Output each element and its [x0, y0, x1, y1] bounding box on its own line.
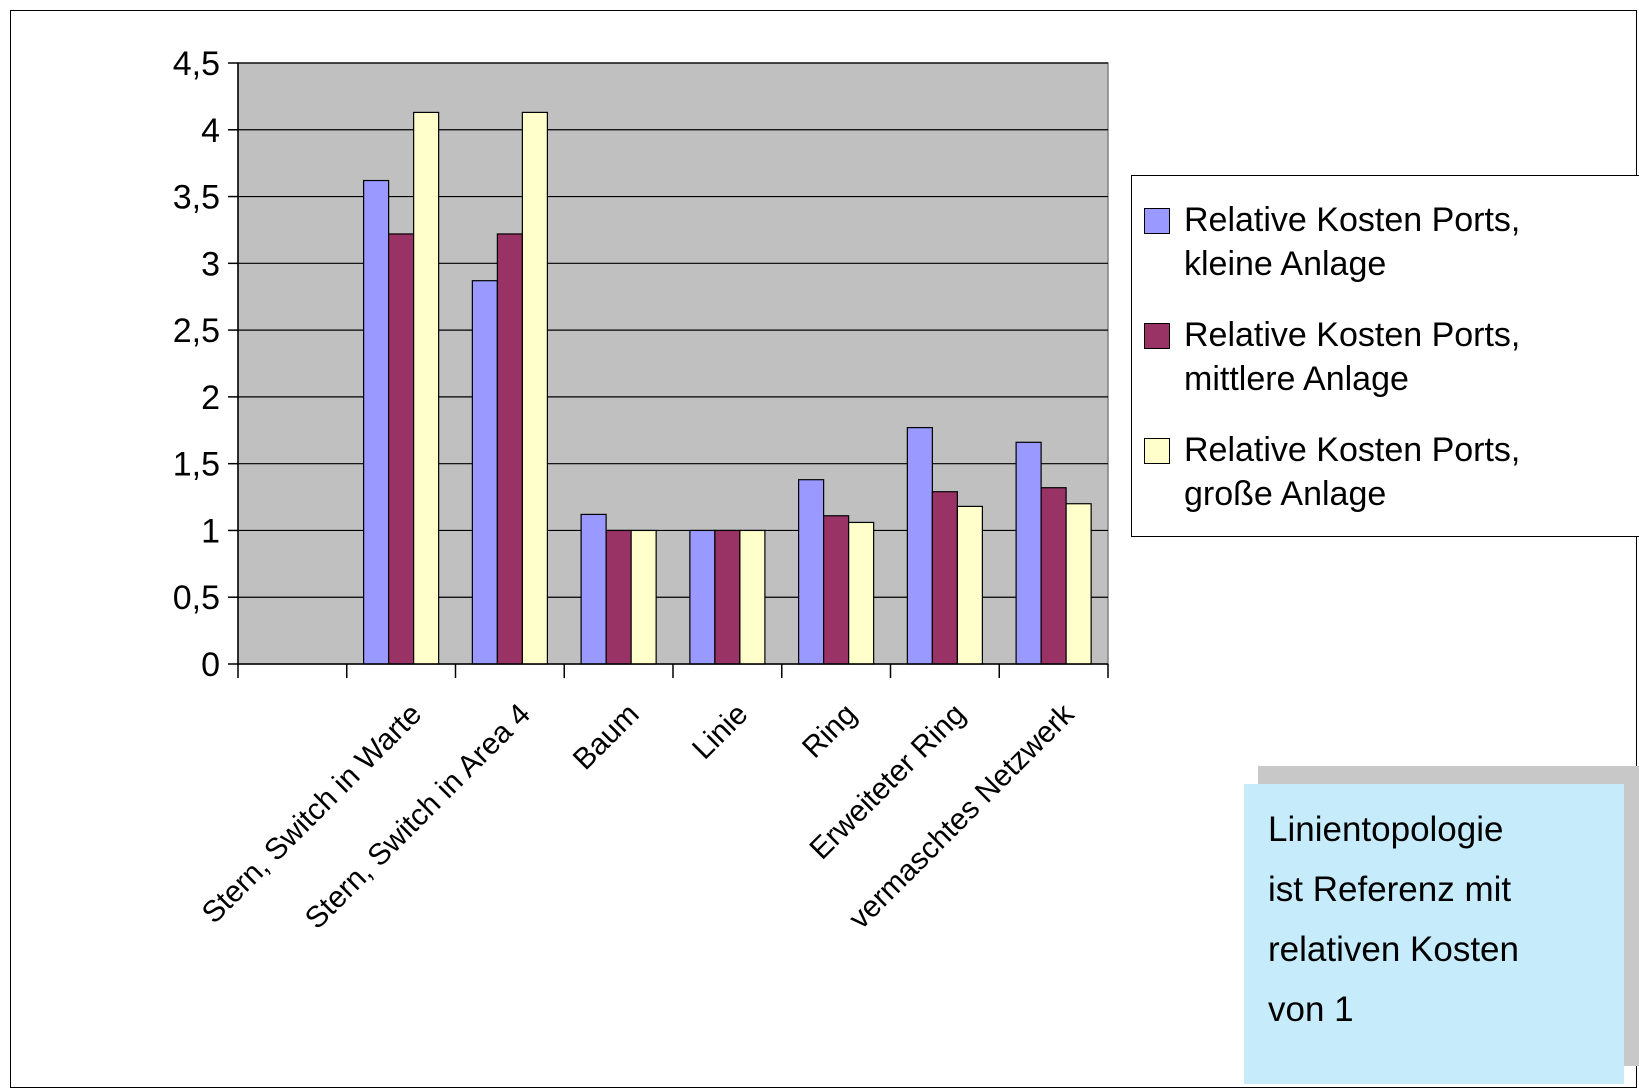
legend-label-grosse-line1: Relative Kosten Ports, [1184, 431, 1521, 469]
bar [521, 111, 548, 665]
y-tick-label: 3 [201, 245, 220, 283]
legend-label-mittlere-line1: Relative Kosten Ports, [1184, 316, 1521, 354]
bar [1040, 487, 1067, 665]
bar [471, 280, 498, 665]
y-tick-label: 4 [201, 112, 220, 150]
bar [413, 111, 440, 665]
note-line-4: von 1 [1268, 990, 1354, 1029]
y-tick-labels: 0 0,5 1 1,5 2 2,5 3 3,5 4 4,5 [173, 45, 220, 684]
bar [630, 529, 657, 665]
legend-swatch-grosse [1144, 438, 1170, 464]
legend-label-grosse: Relative Kosten Ports, große Anlage [1184, 428, 1639, 516]
bar [798, 479, 825, 665]
x-tick-label: Ring [796, 698, 863, 765]
note-line-3: relativen Kosten [1268, 930, 1519, 969]
bar [931, 491, 958, 665]
legend-label-mittlere: Relative Kosten Ports, mittlere Anlage [1184, 313, 1639, 401]
legend-item-grosse-anlage: Relative Kosten Ports, große Anlage [1144, 428, 1639, 516]
bar [714, 529, 741, 665]
bar [848, 521, 875, 665]
bar [580, 513, 607, 665]
x-tick-label: Stern, Switch in Warte [196, 698, 428, 930]
legend-label-kleine-line1: Relative Kosten Ports, [1184, 201, 1521, 239]
note-line-1: Linientopologie [1268, 810, 1504, 849]
bar [689, 529, 716, 665]
y-tick-label: 1 [201, 512, 220, 550]
chart-frame [10, 10, 1637, 1088]
bar [906, 427, 933, 665]
legend-label-grosse-line2: große Anlage [1184, 475, 1387, 513]
legend-label-kleine-line2: kleine Anlage [1184, 245, 1387, 283]
legend-label-mittlere-line2: mittlere Anlage [1184, 360, 1409, 398]
y-tick-label: 3,5 [173, 179, 220, 217]
bars [363, 111, 1092, 665]
bar [605, 529, 632, 665]
axes [228, 62, 1109, 678]
y-tick-label: 2,5 [173, 312, 220, 350]
legend-swatch-mittlere [1144, 323, 1170, 349]
x-tick-label: Stern, Switch in Area 4 [299, 698, 537, 936]
bar [496, 233, 523, 665]
bar [823, 515, 850, 665]
x-tick-label: Linie [686, 698, 754, 766]
bar [739, 529, 766, 665]
y-tick-label: 1,5 [173, 446, 220, 484]
bar [956, 505, 983, 665]
y-tick-label: 2 [201, 379, 220, 417]
note-box: Linientopologie ist Referenz mit relativ… [1244, 784, 1624, 1084]
x-tick-label: vermaschtes Netzwerk [843, 697, 1082, 936]
legend-label-kleine: Relative Kosten Ports, kleine Anlage [1184, 198, 1639, 286]
note-line-2: ist Referenz mit [1268, 870, 1512, 909]
bar [1015, 441, 1042, 665]
legend: Relative Kosten Ports, kleine Anlage Rel… [1131, 175, 1639, 537]
legend-swatch-kleine [1144, 208, 1170, 234]
x-tick-label: Baum [567, 698, 646, 777]
y-tick-label: 0 [201, 646, 220, 684]
y-tick-label: 4,5 [173, 45, 220, 83]
legend-item-mittlere-anlage: Relative Kosten Ports, mittlere Anlage [1144, 313, 1639, 401]
y-tick-label: 0,5 [173, 579, 220, 617]
bar [388, 233, 415, 665]
bar [363, 179, 390, 665]
legend-item-kleine-anlage: Relative Kosten Ports, kleine Anlage [1144, 198, 1639, 286]
bar [1065, 503, 1092, 665]
